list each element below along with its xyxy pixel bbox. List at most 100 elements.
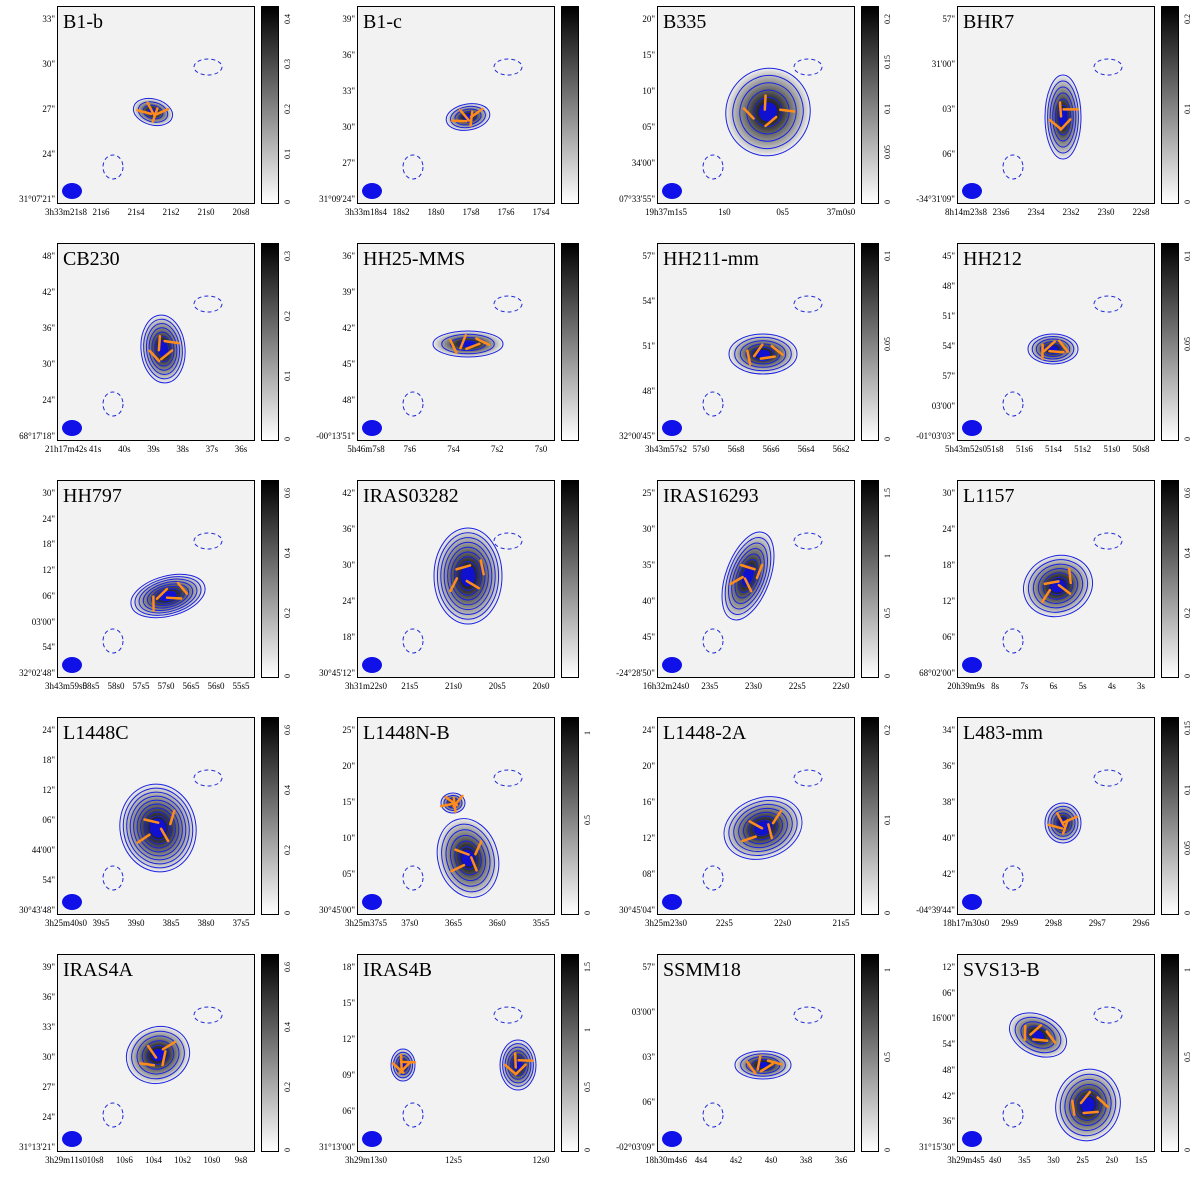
colorbar <box>561 954 579 1152</box>
negative-contour <box>102 391 124 417</box>
colorbar-tick-label: 0 <box>1183 1148 1192 1152</box>
polarization-vector <box>470 856 478 872</box>
ra-tick-label: 51s0 <box>1103 444 1121 454</box>
ra-tick-label: 7s <box>1020 681 1029 691</box>
dec-tick-label: 32°02'48" <box>19 668 55 678</box>
dec-tick-label: 25" <box>342 725 355 735</box>
ra-tick-label: 29s6 <box>1132 918 1150 928</box>
colorbar-tick-label: 0 <box>283 200 292 204</box>
dec-tick-label: 42" <box>942 869 955 879</box>
source-emission <box>1044 802 1082 844</box>
negative-contour <box>102 1102 124 1128</box>
colorbar-tick-label: 0.6 <box>283 725 292 735</box>
source-emission <box>132 97 174 127</box>
dec-tick-label: 20" <box>342 761 355 771</box>
negative-contour <box>1093 1006 1123 1024</box>
dec-tick-label: 42" <box>942 1090 955 1101</box>
dec-tick-label: 06" <box>942 987 955 998</box>
ra-tick-label: 20s8 <box>232 207 250 217</box>
ra-tick-label: 3h25m37s5 <box>344 918 388 928</box>
beam-ellipse <box>662 657 682 673</box>
polarization-vector <box>766 1059 783 1066</box>
ra-tick-label: 3s6 <box>834 1155 848 1165</box>
beam-ellipse <box>362 420 382 436</box>
panel-l1448c: L1448C 0 0.2 0.4 0.6 24" 18" 12" 06" 44'00" 54" 30°… <box>0 711 300 948</box>
colorbar-tick-label: 0.2 <box>1183 608 1192 618</box>
ra-tick-label: 2s5 <box>1076 1155 1089 1165</box>
intensity-contour <box>140 314 186 384</box>
colorbar <box>1161 954 1179 1152</box>
dec-tick-label: 27" <box>342 158 355 168</box>
dec-tick-label: 57" <box>642 251 655 261</box>
polarization-vector <box>161 1050 167 1067</box>
ra-tick-label: 3s8 <box>799 1155 813 1165</box>
dec-tick-label: 31'00" <box>931 59 955 69</box>
polarization-vector <box>729 575 744 586</box>
intensity-contour <box>740 1053 786 1077</box>
source-name-label: HH211-mm <box>663 248 759 270</box>
ra-tick-label: 3h43m59s0 <box>44 681 88 691</box>
beam-ellipse <box>662 420 682 436</box>
intensity-contour <box>126 791 190 865</box>
beam-ellipse <box>362 894 382 910</box>
ra-tick-label: 22s5 <box>715 918 733 928</box>
dec-tick-label: 54" <box>942 341 955 351</box>
polarization-vector <box>770 344 784 357</box>
polarization-vector <box>154 107 170 117</box>
polarization-vector <box>159 349 174 361</box>
ra-tick-label: 21s4 <box>127 207 145 217</box>
colorbar <box>1161 480 1179 678</box>
intensity-contour <box>440 537 496 615</box>
ra-tick-label: 17s8 <box>462 207 480 217</box>
source-name-label: IRAS16293 <box>663 485 759 507</box>
colorbar-tick-label: 1 <box>883 554 892 558</box>
polarization-vector <box>455 564 472 571</box>
dec-tick-label: 03'00" <box>31 616 55 627</box>
dec-tick-label: 48" <box>342 395 355 405</box>
ra-tick-label: 22s0 <box>774 918 792 928</box>
dec-tick-label: 05" <box>342 869 355 879</box>
ra-tick-label: 56s2 <box>832 444 850 454</box>
beam-ellipse <box>62 657 82 673</box>
source-emission <box>445 103 491 131</box>
colorbar <box>561 717 579 915</box>
dec-tick-label: 39" <box>42 962 55 972</box>
dec-tick-label: 31°15'30" <box>919 1142 955 1152</box>
dec-tick-label: 03'00" <box>931 401 955 411</box>
colorbar-tick-label: 0.5 <box>883 608 892 618</box>
ra-tick-label: 37s0 <box>401 918 419 928</box>
dec-tick-label: 12" <box>942 596 955 606</box>
negative-contour <box>793 532 823 550</box>
intensity-contour <box>134 576 202 616</box>
beam-ellipse <box>662 183 682 199</box>
intensity-contour <box>1078 1094 1098 1116</box>
polarization-map <box>62 769 223 910</box>
dec-tick-label: 36" <box>342 251 355 261</box>
colorbar <box>1161 6 1179 204</box>
dec-tick-label: 06" <box>642 1097 655 1107</box>
dec-tick-label: 15" <box>642 50 655 60</box>
ra-tick-label: 21s0 <box>197 207 215 217</box>
dec-tick-label: 06" <box>942 149 955 159</box>
ra-tick-label: 38s5 <box>162 918 180 928</box>
ra-tick-label: 38s <box>176 444 189 454</box>
colorbar <box>861 717 879 915</box>
ra-tick-label: 58s0 <box>107 681 125 691</box>
intensity-contour <box>432 330 504 358</box>
panel-l1157: L1157 0 0.2 0.4 0.6 30" 24" 18" 12" 06" 68°02'00" 2… <box>900 474 1200 711</box>
polarization-map <box>62 58 223 199</box>
intensity-contour <box>746 89 790 135</box>
colorbar-tick-label: 0.1 <box>283 149 292 159</box>
ra-tick-label: 56s6 <box>762 444 780 454</box>
dec-tick-label: 25" <box>642 488 655 498</box>
ra-tick-label: 38s0 <box>197 918 215 928</box>
source-emission <box>433 527 503 625</box>
colorbar <box>861 6 879 204</box>
intensity-contour <box>747 815 779 841</box>
polarization-vector <box>743 577 753 593</box>
ra-tick-label: 4s2 <box>729 1155 743 1165</box>
colorbar-tick-label: 0.2 <box>1183 14 1192 24</box>
polarization-vector <box>146 101 156 117</box>
dec-tick-label: 18" <box>342 632 355 642</box>
